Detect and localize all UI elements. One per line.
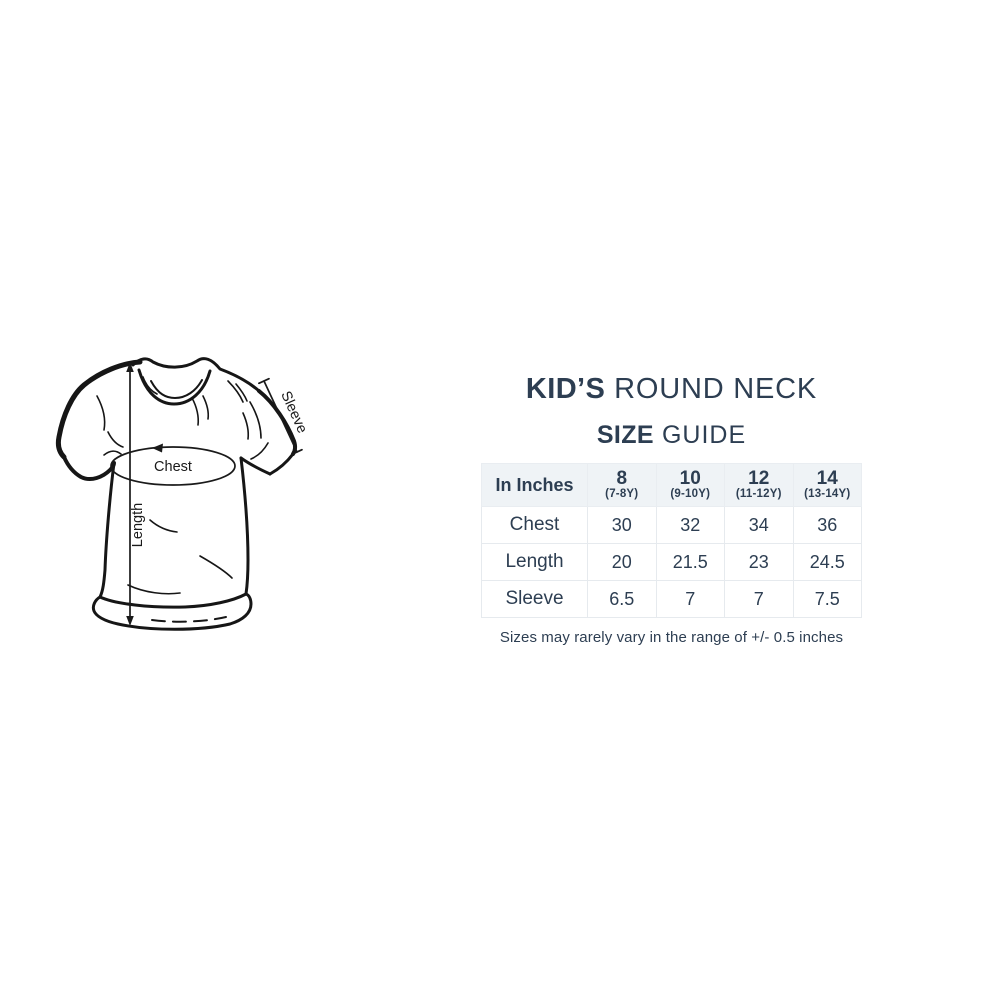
collar-outline	[131, 357, 261, 393]
tshirt-illustration: Length Chest Sleeve	[55, 357, 310, 631]
row-label-cell: Length	[481, 543, 588, 581]
table-row-sleeve: Sleeve 6.5 7 7 7.5	[481, 580, 862, 618]
size-number: 8	[616, 468, 628, 489]
wrinkle-body-1	[127, 584, 181, 595]
right-sleeve-outer	[257, 389, 298, 456]
row-label-cell: Sleeve	[481, 580, 588, 618]
cell-value: 7	[685, 588, 696, 609]
row-label: Length	[505, 551, 564, 572]
cell-value: 32	[680, 514, 701, 535]
neckline-outer	[137, 368, 212, 406]
length-label: Length	[130, 503, 146, 547]
collar-shading	[142, 376, 158, 395]
table-cell: 6.5	[587, 580, 657, 618]
right-sleeve-cuff	[268, 452, 295, 476]
size-guide-panel: KID’S ROUND NECK SIZE GUIDE In Inches 8 …	[481, 374, 862, 646]
wrinkle-right-shoulder-2	[235, 383, 248, 402]
wrinkle-right-armpit	[250, 442, 269, 460]
size-number: 10	[679, 468, 701, 489]
wrinkle-left-sleeve-1	[96, 395, 106, 431]
sleeve-measure-cap-bottom	[291, 448, 303, 456]
chest-label: Chest	[154, 459, 192, 475]
sleeve-measure-cap-top	[258, 377, 270, 385]
hem-seam	[98, 592, 248, 609]
table-cell: 7	[655, 580, 725, 618]
chest-arrow	[152, 443, 163, 453]
size-variance-note: Sizes may rarely vary in the range of +/…	[499, 629, 844, 646]
right-sleeve-inner	[239, 456, 272, 476]
table-cell: 30	[587, 506, 657, 544]
table-cell: 21.5	[655, 543, 725, 581]
wrinkle-left-sleeve-2	[107, 431, 124, 448]
wrinkle-right-sleeve-1	[249, 401, 262, 439]
body-left-edge	[98, 461, 116, 599]
size-age-range: (7-8Y)	[605, 488, 639, 500]
table-row-chest: Chest 30 32 34 36	[481, 506, 862, 544]
wrinkle-body-3	[149, 519, 178, 533]
table-cell: 36	[792, 506, 862, 544]
table-cell: 7	[724, 580, 794, 618]
hem-outline	[91, 592, 253, 631]
wrinkle-right-shoulder-1	[227, 380, 244, 403]
row-label-cell: Chest	[481, 506, 588, 544]
table-cell: 32	[655, 506, 725, 544]
cell-value: 24.5	[809, 551, 845, 572]
sleeve-label: Sleeve	[277, 389, 310, 436]
chest-measure-ellipse	[110, 446, 236, 486]
cell-value: 7.5	[814, 588, 840, 609]
hem-stitch-dashes	[151, 616, 227, 623]
table-cell: 20	[587, 543, 657, 581]
size-age-range: (11-12Y)	[735, 488, 782, 500]
table-row-length: Length 20 21.5 23 24.5	[481, 543, 862, 581]
table-cell: 23	[724, 543, 794, 581]
size-number: 12	[748, 468, 770, 489]
row-label: Sleeve	[505, 588, 564, 609]
page-subtitle: SIZE GUIDE	[481, 422, 862, 448]
page-title-rest: ROUND NECK	[614, 373, 818, 405]
size-column-header: 12 (11-12Y)	[724, 463, 794, 507]
size-table: In Inches 8 (7-8Y) 10 (9-10Y) 12 (11-12Y…	[481, 463, 862, 618]
unit-header-cell: In Inches	[481, 463, 588, 507]
left-sleeve-cuff	[62, 455, 116, 481]
size-age-range: (13-14Y)	[804, 488, 851, 500]
wrinkle-body-2	[199, 555, 233, 579]
size-age-range: (9-10Y)	[670, 488, 711, 500]
table-cell: 24.5	[792, 543, 862, 581]
table-cell: 7.5	[792, 580, 862, 618]
cell-value: 20	[611, 551, 632, 572]
wrinkle-left-armpit	[103, 450, 122, 456]
cell-value: 30	[611, 514, 632, 535]
body-right-edge	[239, 456, 250, 596]
table-cell: 34	[724, 506, 794, 544]
size-column-header: 8 (7-8Y)	[587, 463, 657, 507]
wrinkle-chest-2	[202, 395, 210, 420]
size-table-header-row: In Inches 8 (7-8Y) 10 (9-10Y) 12 (11-12Y…	[481, 463, 862, 507]
page-title-bold: KID’S	[525, 373, 606, 405]
length-arrow-bottom	[126, 616, 134, 626]
size-column-header: 14 (13-14Y)	[792, 463, 862, 507]
cell-value: 21.5	[672, 551, 708, 572]
size-number: 14	[816, 468, 838, 489]
cell-value: 36	[817, 514, 838, 535]
neckline-inner	[150, 379, 203, 399]
left-sleeve-outer	[55, 359, 143, 460]
page-title: KID’S ROUND NECK	[481, 374, 862, 405]
cell-value: 34	[748, 514, 769, 535]
cell-value: 23	[748, 551, 769, 572]
size-column-header: 10 (9-10Y)	[655, 463, 725, 507]
unit-header-label: In Inches	[495, 474, 574, 495]
sleeve-measure-line	[263, 380, 298, 453]
length-arrow-top	[126, 362, 134, 372]
row-label: Chest	[509, 514, 560, 535]
wrinkle-chest-1	[191, 397, 200, 426]
cell-value: 7	[753, 588, 764, 609]
wrinkle-right-sleeve-2	[242, 412, 250, 440]
cell-value: 6.5	[609, 588, 635, 609]
page-subtitle-bold: SIZE	[596, 421, 655, 449]
page-subtitle-rest: GUIDE	[661, 421, 747, 449]
tshirt-measurement-diagram: Length Chest Sleeve	[40, 350, 320, 650]
